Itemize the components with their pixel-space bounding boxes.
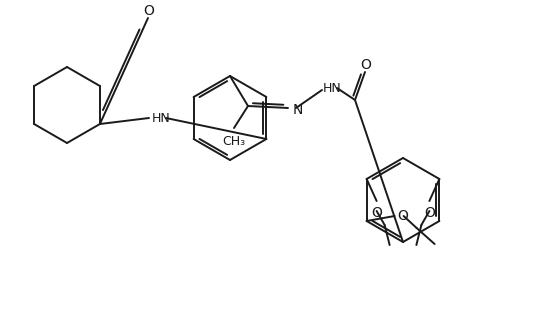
Text: HN: HN bbox=[152, 112, 171, 124]
Text: O: O bbox=[143, 4, 154, 18]
Text: HN: HN bbox=[323, 81, 342, 94]
Text: N: N bbox=[293, 103, 304, 117]
Text: O: O bbox=[371, 206, 382, 220]
Text: O: O bbox=[398, 209, 408, 223]
Text: O: O bbox=[424, 206, 435, 220]
Text: O: O bbox=[360, 58, 372, 72]
Text: CH₃: CH₃ bbox=[222, 135, 246, 148]
